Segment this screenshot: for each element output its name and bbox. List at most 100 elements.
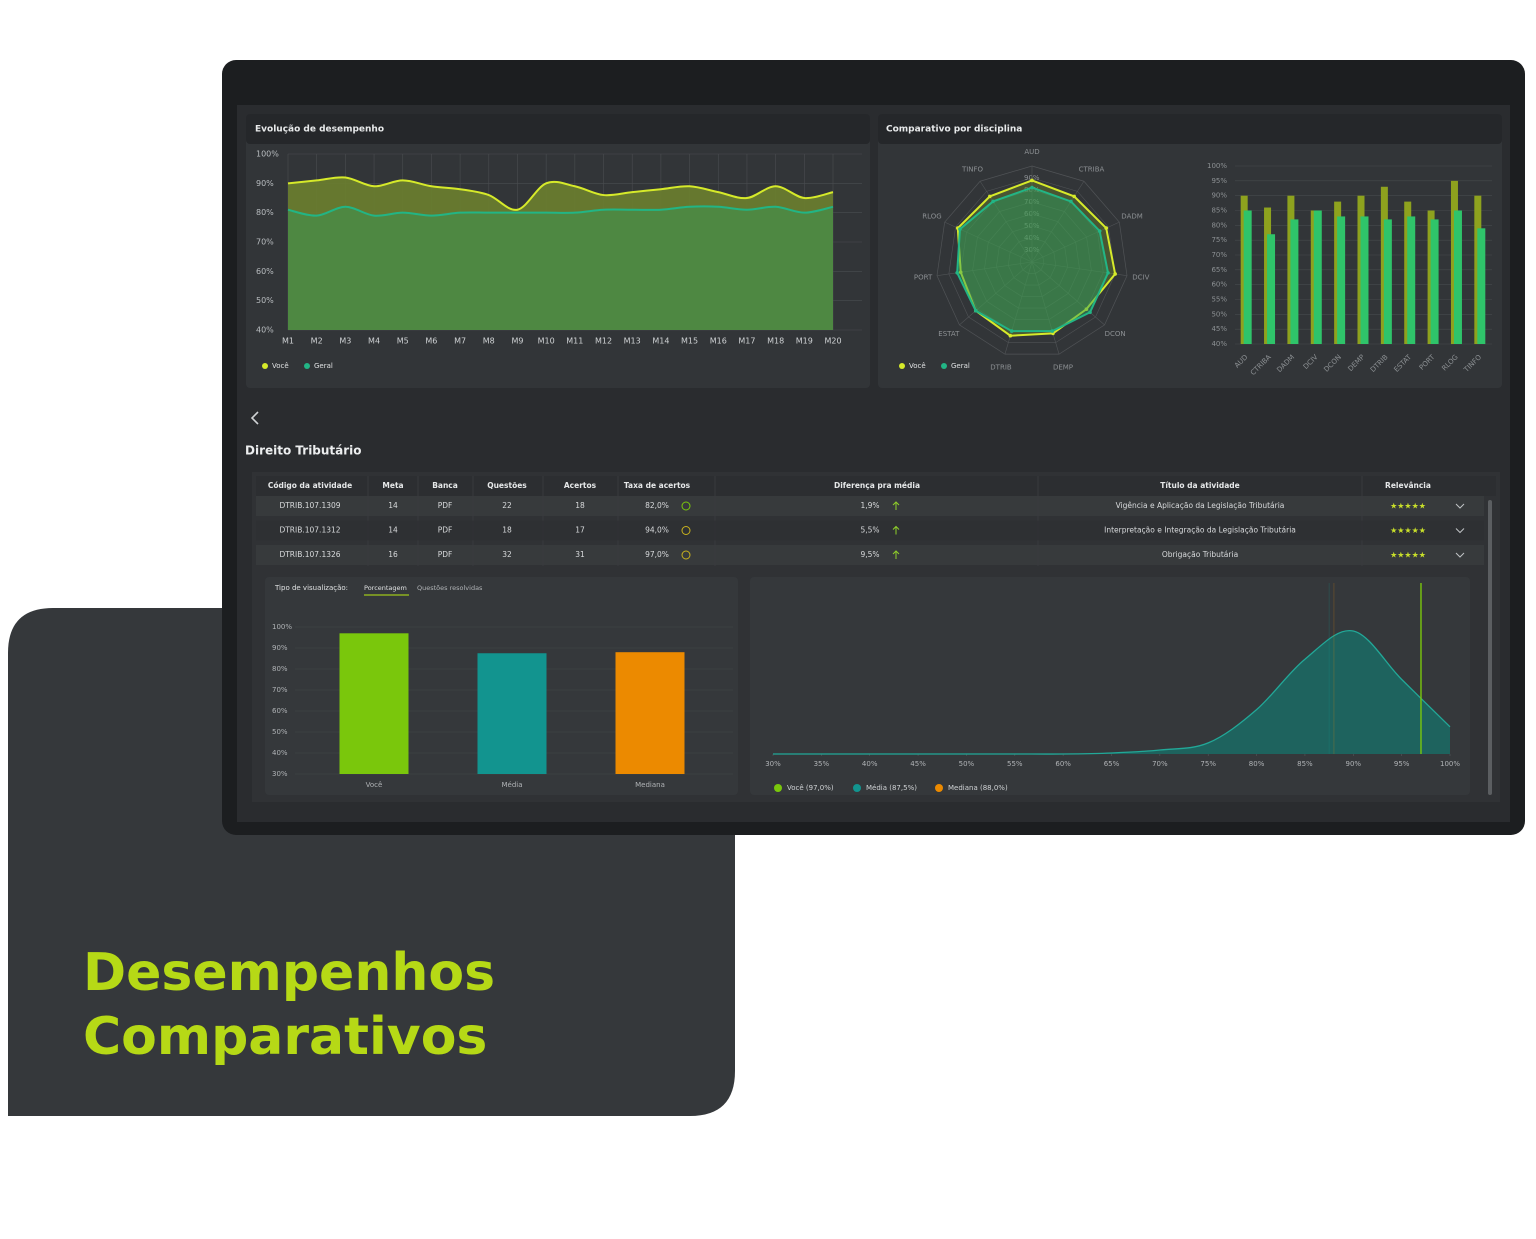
- x-tick-label: M19: [796, 337, 813, 346]
- cell: 94,0%: [645, 526, 669, 535]
- tab[interactable]: Questões resolvidas: [417, 584, 483, 592]
- cell: ★★★★★: [1390, 526, 1426, 535]
- y-tick-label: 40%: [1211, 340, 1227, 348]
- cell: 5,5%: [860, 526, 879, 535]
- bar: [1243, 210, 1252, 344]
- cell: 9,5%: [860, 550, 879, 559]
- radar-ring: [984, 213, 1080, 309]
- radar-ring: [996, 225, 1068, 297]
- panel-header: [878, 114, 1502, 144]
- axis-label: DCON: [1105, 330, 1126, 338]
- line: [287, 176, 834, 211]
- radar-point: [1113, 272, 1117, 276]
- legend-label: Geral: [314, 362, 333, 370]
- radar-series: [956, 179, 1117, 337]
- cell: DTRIB.107.1312: [279, 526, 340, 535]
- x-tick-label: 95%: [1394, 760, 1410, 768]
- legend-label: Mediana (88,0%): [948, 784, 1008, 792]
- up-arrow: [892, 550, 900, 559]
- expand-chevron[interactable]: [1455, 528, 1465, 534]
- bar: [1453, 210, 1462, 344]
- radar-point: [988, 194, 992, 199]
- density-line: [773, 630, 1451, 755]
- expand-chevron[interactable]: [1455, 503, 1465, 509]
- x-tick-label: 35%: [814, 760, 830, 768]
- y-tick-label: 70%: [256, 238, 274, 247]
- x-tick-label: 55%: [1007, 760, 1023, 768]
- y-tick-label: 55%: [1211, 296, 1227, 304]
- y-tick-label: 70%: [1211, 251, 1227, 259]
- x-tick-label: M1: [282, 337, 294, 346]
- x-tick-label: M13: [624, 337, 641, 346]
- table-row[interactable]: [256, 545, 1484, 565]
- x-tick-label: Média: [501, 781, 522, 789]
- radar-point: [1030, 178, 1034, 183]
- radar-spoke: [979, 181, 1033, 263]
- x-tick-label: M15: [681, 337, 698, 346]
- table-row[interactable]: [256, 496, 1484, 516]
- x-tick-label: M9: [511, 337, 523, 346]
- column-header: Banca: [432, 481, 458, 490]
- y-tick-label: 50%: [1211, 310, 1227, 318]
- radar-point: [958, 227, 962, 231]
- back-button[interactable]: [250, 411, 259, 425]
- x-tick-label: M2: [311, 337, 323, 346]
- y-tick-label: 80%: [256, 208, 274, 217]
- line: [287, 205, 834, 217]
- y-tick-label: 40%: [256, 326, 274, 335]
- x-tick-label: 45%: [910, 760, 926, 768]
- radar-spoke: [1004, 261, 1033, 355]
- radar-ring: [948, 177, 1116, 343]
- up-arrow: [892, 501, 900, 510]
- scrollbar[interactable]: [1488, 500, 1492, 795]
- cell: 18: [575, 501, 585, 510]
- radar-point: [1069, 199, 1073, 204]
- y-tick-label: 90%: [272, 644, 288, 652]
- axis-label: AUD: [1024, 148, 1039, 156]
- x-tick-label: 80%: [1249, 760, 1265, 768]
- view-label: Tipo de visualização:: [274, 584, 348, 592]
- radar-ring: [972, 201, 1092, 320]
- legend-label: Você (97,0%): [787, 784, 834, 792]
- y-tick-label: 100%: [256, 150, 279, 159]
- x-tick-label: 85%: [1297, 760, 1313, 768]
- cell: 1,9%: [860, 501, 879, 510]
- cell: Obrigação Tributária: [1162, 550, 1238, 559]
- x-tick-label: M12: [595, 337, 612, 346]
- cell: Interpretação e Integração da Legislação…: [1104, 526, 1296, 535]
- cell: 32: [502, 550, 512, 559]
- radar-spoke: [936, 261, 1033, 276]
- column-header: Título da atividade: [1160, 481, 1240, 490]
- expand-chevron[interactable]: [1455, 552, 1465, 558]
- cell: 17: [575, 526, 585, 535]
- cell: 14: [388, 501, 398, 510]
- column-header: Taxa de acertos: [624, 481, 691, 490]
- axis-label: DADM: [1121, 212, 1143, 220]
- radar-point: [1097, 229, 1102, 233]
- cell: PDF: [438, 526, 453, 535]
- x-tick-label: 70%: [1152, 760, 1168, 768]
- x-tick-label: Mediana: [635, 781, 665, 789]
- x-tick-label: M4: [368, 337, 380, 346]
- radar-point: [958, 270, 963, 275]
- x-tick-label: M16: [710, 337, 727, 346]
- legend-swatch: [899, 363, 905, 369]
- axis-label: ESTAT: [938, 330, 960, 338]
- column-header: Relevância: [1385, 481, 1431, 490]
- legend-swatch: [941, 363, 947, 369]
- legend-swatch: [774, 784, 782, 792]
- cell: 97,0%: [645, 550, 669, 559]
- legend-swatch: [853, 784, 861, 792]
- tab[interactable]: Porcentagem: [364, 584, 407, 592]
- y-tick-label: 50%: [272, 728, 288, 736]
- x-tick-label: M18: [767, 337, 784, 346]
- x-tick-label: M8: [483, 337, 495, 346]
- cell: PDF: [438, 501, 453, 510]
- legend-swatch: [304, 363, 310, 369]
- radar-point: [1088, 310, 1092, 315]
- y-tick-label: 60%: [272, 707, 288, 715]
- panel-title: Comparativo por disciplina: [886, 125, 1022, 135]
- legend-label: Geral: [951, 362, 970, 370]
- table-row[interactable]: [256, 520, 1484, 541]
